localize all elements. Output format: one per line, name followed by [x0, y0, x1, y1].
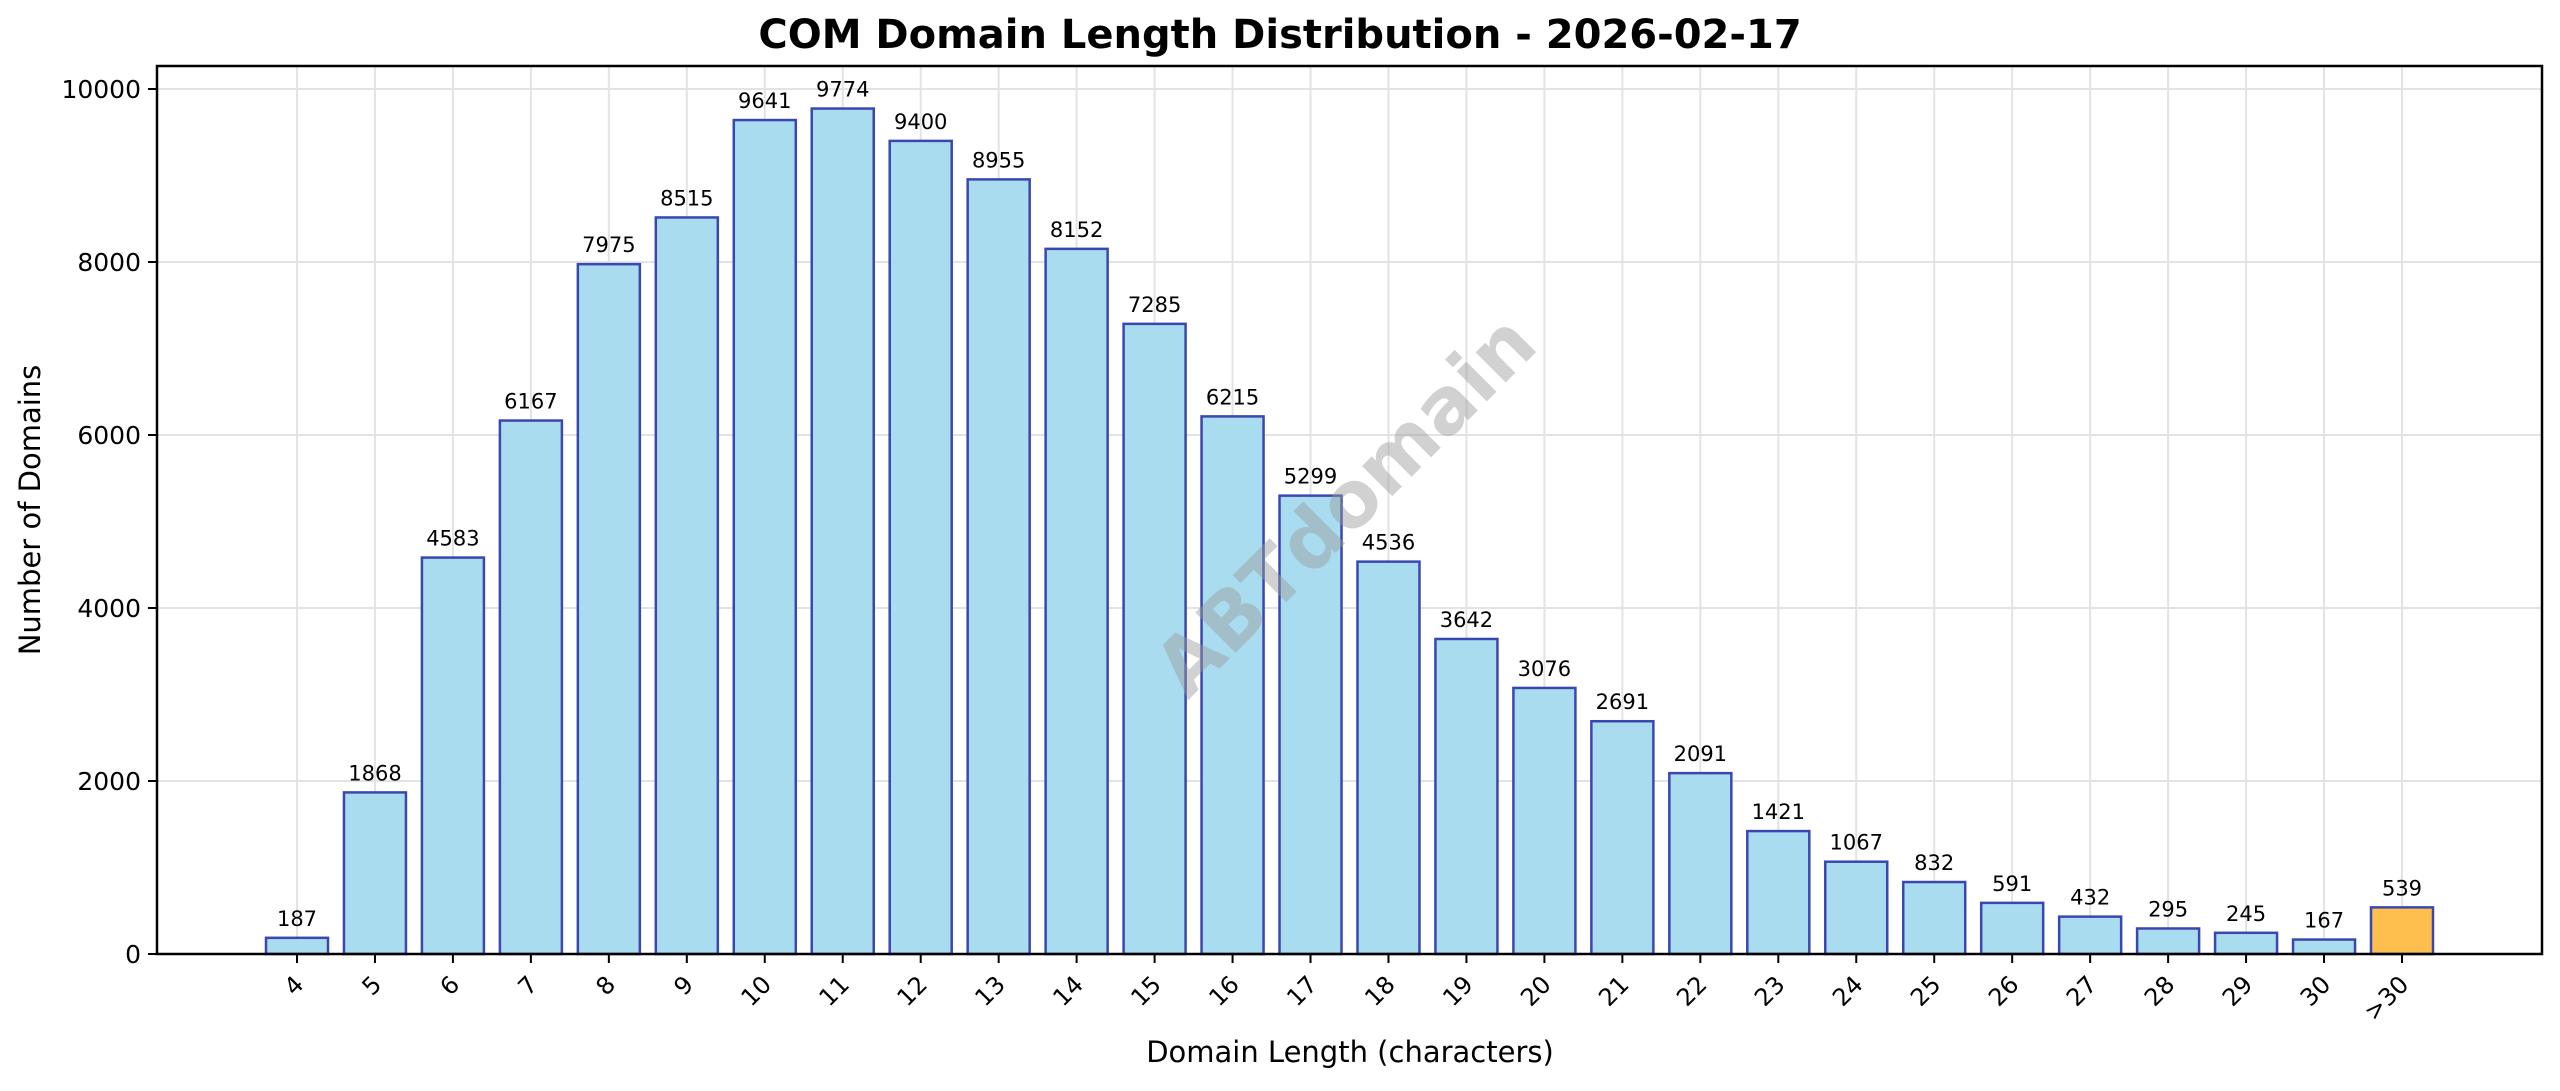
x-tick-label: 6 [435, 970, 466, 1001]
bar-23 [1746, 829, 1811, 956]
y-tick-label: 8000 [77, 248, 141, 277]
bar-10 [732, 118, 798, 956]
bar-11 [810, 107, 875, 956]
bar-value-label: 167 [2304, 909, 2344, 933]
bar-15 [1122, 322, 1187, 956]
x-tick-label: 10 [736, 970, 777, 1011]
x-tick-label: 5 [357, 970, 388, 1001]
x-tick-label: 23 [1749, 970, 1790, 1011]
bar-27 [2057, 915, 2123, 956]
bar-value-label: 295 [2148, 897, 2188, 921]
y-tick-label: 6000 [77, 421, 141, 450]
x-tick-label: 14 [1047, 970, 1088, 1011]
bar-value-label: 3076 [1518, 657, 1571, 681]
bar-value-label: 3642 [1440, 608, 1493, 632]
x-tick-label: 26 [1983, 970, 2024, 1011]
bar-5 [342, 791, 408, 956]
bar-value-label: 245 [2226, 902, 2266, 926]
bar-value-label: 539 [2382, 876, 2422, 900]
bar-7 [498, 419, 564, 956]
y-tick-label: 4000 [77, 594, 141, 623]
x-tick-label: 13 [970, 970, 1011, 1011]
y-axis: 0 2000 4000 6000 8000 10000 [61, 75, 157, 969]
bar-20 [1512, 686, 1577, 956]
bar-value-label: 432 [2070, 886, 2110, 910]
x-tick-label: 19 [1437, 970, 1478, 1011]
bar-19 [1434, 637, 1499, 956]
x-tick-label: 22 [1671, 970, 1712, 1011]
bar->30 [2369, 906, 2435, 956]
x-tick-label: 15 [1125, 970, 1166, 1011]
bar-12 [888, 139, 953, 956]
x-tick-label: 21 [1593, 970, 1634, 1011]
bar-21 [1590, 719, 1655, 956]
bar-value-label: 832 [1914, 851, 1954, 875]
bar-18 [1356, 560, 1421, 956]
x-tick-label: 20 [1515, 970, 1556, 1011]
x-tick-label: 9 [668, 970, 699, 1001]
bar-6 [420, 556, 486, 956]
y-tick-label: 2000 [77, 767, 141, 796]
x-tick-label: 16 [1203, 970, 1244, 1011]
bar-28 [2135, 927, 2201, 956]
x-tick-label: 7 [513, 970, 544, 1001]
bar-value-label: 9641 [738, 89, 791, 113]
x-tick-label: 8 [590, 970, 621, 1001]
bar-value-label: 2691 [1596, 690, 1649, 714]
bar-value-label: 4583 [426, 527, 479, 551]
y-tick-label: 10000 [61, 75, 141, 104]
bar-17 [1278, 494, 1343, 956]
bar-value-label: 2091 [1674, 742, 1727, 766]
bar-4 [264, 936, 330, 956]
bar-value-label: 9774 [816, 78, 869, 102]
bar-value-label: 591 [1992, 872, 2032, 896]
x-tick-label: >30 [2359, 970, 2415, 1026]
bar-29 [2213, 931, 2279, 956]
chart-title: COM Domain Length Distribution - 2026-02… [758, 12, 1801, 58]
bar-value-label: 4536 [1362, 531, 1415, 555]
bar-value-label: 9400 [894, 110, 947, 134]
bar-22 [1668, 771, 1733, 956]
bar-value-label: 7285 [1128, 293, 1181, 317]
bar-24 [1824, 860, 1889, 956]
x-tick-label: 24 [1827, 970, 1868, 1011]
x-tick-label: 11 [814, 970, 855, 1011]
bar-14 [1044, 247, 1109, 956]
bar-value-label: 1067 [1830, 831, 1883, 855]
x-tick-label: 25 [1905, 970, 1946, 1011]
plot-frame [155, 64, 2544, 956]
bar-value-label: 6167 [504, 390, 557, 414]
x-tick-label: 28 [2139, 970, 2180, 1011]
bar-value-label: 6215 [1206, 385, 1259, 409]
bar-value-labels: 187 1868 4583 6167 7975 8515 9641 9774 9400 8955 8… [277, 78, 2422, 933]
x-tick-label: 12 [892, 970, 933, 1011]
x-tick-label: 27 [2061, 970, 2102, 1011]
x-tick-label: 4 [279, 970, 310, 1001]
bar-value-label: 8955 [972, 148, 1025, 172]
y-axis-label: Number of Domains [13, 365, 47, 656]
x-tick-label: 30 [2295, 970, 2336, 1011]
bar-25 [1901, 880, 1967, 956]
bar-value-label: 8152 [1050, 218, 1103, 242]
bar-value-label: 8515 [660, 186, 713, 210]
bar-26 [1979, 901, 2045, 956]
bar-value-label: 1421 [1752, 800, 1805, 824]
x-tick-label: 18 [1359, 970, 1400, 1011]
bar-value-label: 1868 [348, 761, 401, 785]
bar-9 [654, 216, 720, 956]
bar-value-label: 5299 [1284, 465, 1337, 489]
y-tick-label: 0 [125, 940, 141, 969]
bar-value-label: 187 [277, 907, 317, 931]
x-axis-label: Domain Length (characters) [1146, 1035, 1554, 1069]
bars [264, 107, 2435, 956]
bar-8 [576, 262, 642, 956]
x-tick-label: 17 [1281, 970, 1322, 1011]
x-axis: 4 5 6 7 8 9 10 11 12 13 14 15 16 17 18 19 20 21 22 23 24 25 26… [279, 954, 2415, 1026]
bar-13 [966, 178, 1031, 956]
bar-30 [2291, 938, 2357, 956]
bar-value-label: 7975 [582, 233, 635, 257]
x-tick-label: 29 [2217, 970, 2258, 1011]
